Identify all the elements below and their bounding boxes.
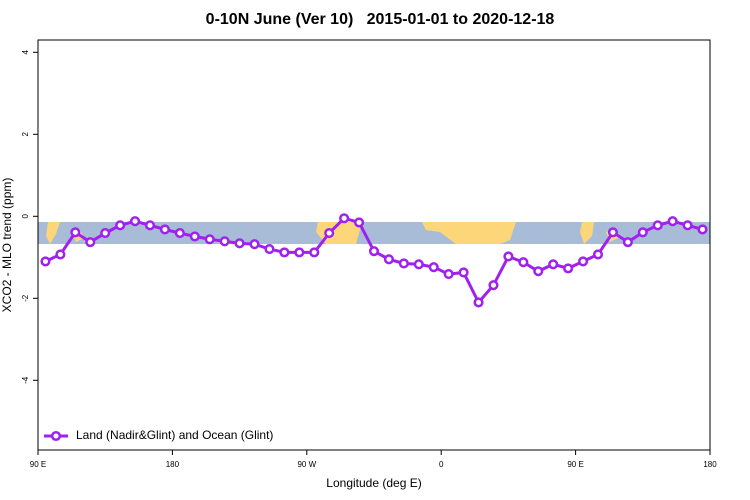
y-tick-label: 4 (21, 50, 30, 55)
data-point (458, 267, 469, 278)
x-tick-label: 180 (703, 460, 717, 469)
data-point (443, 269, 454, 280)
data-point (70, 227, 81, 238)
data-point (398, 258, 409, 269)
data-point (159, 224, 170, 235)
data-point (100, 228, 111, 239)
y-tick-label: 2 (21, 132, 30, 137)
x-tick-label: 90 E (30, 460, 46, 469)
y-tick-label: -4 (21, 376, 30, 384)
data-point (652, 220, 663, 231)
data-point (383, 254, 394, 265)
data-point (473, 297, 484, 308)
data-point (503, 251, 514, 262)
data-point (249, 239, 260, 250)
data-point (339, 213, 350, 224)
data-point (592, 249, 604, 260)
legend-label: Land (Nadir&Glint) and Ocean (Glint) (76, 428, 273, 442)
data-point (578, 256, 589, 267)
data-point (428, 262, 439, 273)
data-point (488, 280, 499, 291)
data-point (324, 228, 335, 239)
data-point (697, 224, 708, 235)
data-point (219, 236, 230, 247)
data-point (40, 256, 51, 267)
data-point (309, 247, 320, 258)
data-point (279, 247, 290, 258)
data-point (413, 259, 424, 270)
y-tick-label: 0 (21, 214, 30, 219)
chart-title: 0-10N June (Ver 10) 2015-01-01 to 2020-1… (206, 11, 555, 28)
data-point (518, 257, 529, 268)
data-point (533, 266, 544, 277)
data-point (204, 234, 215, 245)
data-point (115, 220, 126, 231)
x-tick-label: 90 W (297, 460, 316, 469)
x-tick-label: 90 E (567, 460, 583, 469)
data-point (234, 238, 245, 249)
data-point (607, 227, 618, 238)
data-point (368, 246, 380, 257)
data-point (189, 231, 200, 242)
data-point (548, 259, 559, 270)
x-tick-label: 0 (439, 460, 444, 469)
y-tick-label: -2 (21, 294, 30, 302)
data-point (144, 220, 156, 231)
data-point (563, 263, 574, 274)
legend-marker (50, 430, 62, 442)
data-point (637, 227, 648, 238)
data-point (354, 217, 365, 228)
y-axis-label: XCO2 - MLO trend (ppm) (0, 178, 14, 313)
x-axis-label: Longitude (deg E) (326, 476, 421, 490)
x-tick-label: 180 (166, 460, 180, 469)
data-point (294, 247, 305, 258)
data-point (682, 220, 693, 231)
data-point (130, 216, 141, 227)
data-point (622, 237, 633, 248)
data-point (55, 249, 66, 260)
data-point (174, 228, 185, 239)
plot-frame (37, 39, 711, 451)
data-point (667, 216, 678, 227)
data-point (264, 244, 275, 255)
data-point (85, 237, 96, 248)
